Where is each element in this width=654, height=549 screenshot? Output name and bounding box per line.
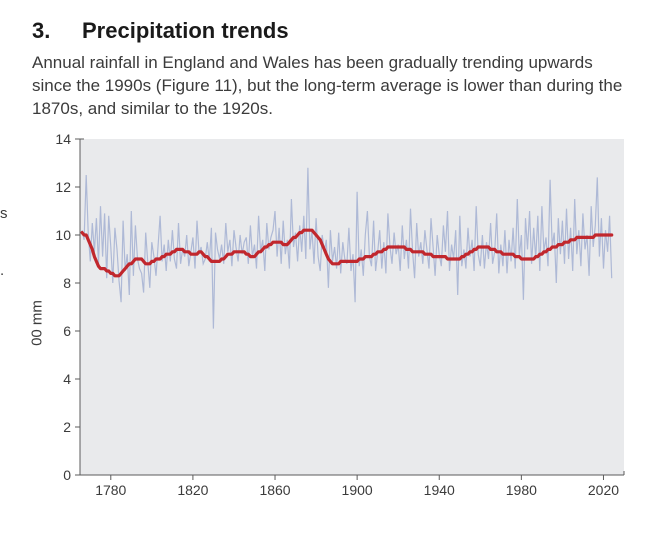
x-tick-label: 1860 <box>259 482 290 498</box>
x-tick-label: 1780 <box>95 482 126 498</box>
y-tick-label: 14 <box>55 133 71 147</box>
y-tick-label: 10 <box>55 227 71 243</box>
y-tick-label: 2 <box>63 419 71 435</box>
x-tick-label: 1900 <box>342 482 373 498</box>
fragment-2: . <box>0 257 12 284</box>
y-tick-label: 6 <box>63 323 71 339</box>
y-axis-label: 00 mm <box>28 300 45 346</box>
cutoff-text-fragments: s . <box>0 200 12 284</box>
chart-svg: 0 2 4 6 8 10 12 14 1780 1820 1860 1900 1940 1980 2020 <box>32 133 630 513</box>
fragment-1: s <box>0 200 12 227</box>
precipitation-chart: 00 mm 0246810121417801820186019001940198… <box>32 133 630 513</box>
x-tick-label: 1940 <box>424 482 455 498</box>
section-number: 3. <box>32 18 82 44</box>
plot-background <box>80 139 624 475</box>
section-paragraph: Annual rainfall in England and Wales has… <box>32 52 630 121</box>
x-tick-label: 1820 <box>177 482 208 498</box>
y-tick-label: 4 <box>63 371 71 387</box>
y-tick-label: 12 <box>55 179 71 195</box>
y-tick-label: 8 <box>63 275 71 291</box>
section-heading: 3. Precipitation trends <box>32 18 630 44</box>
x-tick-label: 1980 <box>506 482 537 498</box>
y-tick-label: 0 <box>63 467 71 483</box>
x-tick-label: 2020 <box>588 482 619 498</box>
section-title: Precipitation trends <box>82 18 289 44</box>
